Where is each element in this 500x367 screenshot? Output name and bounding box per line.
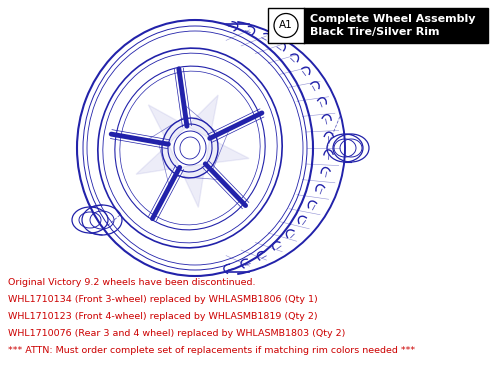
Polygon shape [148,105,187,144]
Polygon shape [187,95,218,138]
Text: WHL1710134 (Front 3-wheel) replaced by WHLASMB1806 (Qty 1): WHL1710134 (Front 3-wheel) replaced by W… [8,295,318,304]
Polygon shape [206,138,249,164]
Text: WHL1710076 (Rear 3 and 4 wheel) replaced by WHLASMB1803 (Qty 2): WHL1710076 (Rear 3 and 4 wheel) replaced… [8,329,345,338]
Text: WHL1710123 (Front 4-wheel) replaced by WHLASMB1819 (Qty 2): WHL1710123 (Front 4-wheel) replaced by W… [8,312,318,321]
Text: Original Victory 9.2 wheels have been discontinued.: Original Victory 9.2 wheels have been di… [8,278,256,287]
Text: *** ATTN: Must order complete set of replacements if matching rim colors needed : *** ATTN: Must order complete set of rep… [8,346,415,355]
Text: Complete Wheel Assembly: Complete Wheel Assembly [310,14,476,24]
Bar [268,8,488,43]
Polygon shape [136,144,180,174]
Polygon shape [180,164,206,207]
Text: A1: A1 [279,21,293,30]
Bar [304,8,488,43]
Text: Black Tire/Silver Rim: Black Tire/Silver Rim [310,28,440,37]
